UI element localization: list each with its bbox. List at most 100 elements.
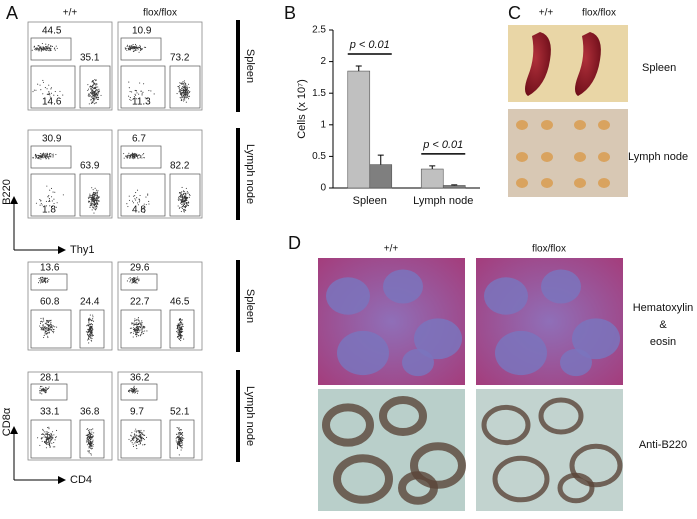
flow-dot [133, 280, 135, 282]
flow-dot [43, 320, 45, 322]
flow-dot [96, 191, 99, 193]
flow-dot [135, 199, 137, 201]
flow-dot [181, 433, 183, 435]
flow-dot [177, 198, 179, 200]
flow-dot [48, 44, 50, 46]
flow-dot [49, 96, 51, 98]
flow-dot [47, 426, 49, 429]
flow-dot [132, 281, 135, 283]
flow-dot [90, 334, 92, 336]
flow-dot [153, 93, 155, 95]
flow-dot [45, 435, 47, 437]
flow-dot [178, 336, 180, 338]
flow-dot [132, 392, 134, 394]
panel-label: C [508, 3, 521, 23]
flow-dot [46, 93, 48, 95]
flow-dot [48, 332, 50, 334]
flow-dot [42, 46, 44, 48]
flow-dot [89, 327, 91, 330]
flow-dot [96, 98, 98, 100]
b220-follicle [379, 396, 427, 436]
flow-dot [96, 201, 98, 203]
flow-dot [87, 95, 89, 97]
flow-dot [178, 90, 181, 92]
flow-dot [94, 208, 96, 210]
gate-value: 24.4 [80, 297, 100, 308]
flow-dot [186, 88, 188, 90]
flow-dot [89, 438, 91, 440]
flow-dot [95, 93, 97, 95]
flow-dot [89, 331, 91, 333]
flow-dot [40, 280, 42, 282]
flow-dot [100, 94, 102, 96]
lymph-node [516, 178, 528, 188]
flow-dot [134, 279, 136, 281]
flow-dot [35, 202, 37, 204]
flow-dot [132, 437, 134, 439]
gate [30, 273, 68, 291]
flow-dot [181, 89, 183, 91]
flow-dot [31, 49, 33, 51]
flow-dot [45, 447, 47, 449]
flow-dot [183, 191, 185, 193]
flow-dot [186, 204, 188, 206]
spleen [575, 32, 601, 96]
flow-dot [143, 444, 145, 446]
flow-dot [139, 442, 141, 444]
gate [79, 65, 111, 109]
flow-dot [189, 194, 191, 196]
gate-value: 52.1 [170, 407, 190, 418]
flow-dot [128, 81, 130, 83]
flow-dot [132, 390, 134, 392]
flow-dot [92, 189, 94, 191]
flow-dot [97, 96, 99, 98]
flow-dot [48, 93, 50, 95]
flow-dot [50, 324, 52, 326]
flow-dot [33, 45, 36, 47]
flow-dot [43, 277, 45, 279]
flow-dot [144, 330, 146, 332]
flow-dot [91, 209, 93, 211]
flow-dot [94, 192, 96, 194]
flow-dot [47, 49, 49, 51]
he-follicle [383, 269, 423, 304]
flow-dot [131, 200, 134, 202]
flow-dot [177, 324, 179, 326]
flow-dot [178, 441, 180, 443]
y-axis-label: B220 [1, 179, 13, 205]
flow-dot [37, 83, 39, 85]
flow-dot [134, 323, 136, 325]
flow-dot [185, 199, 187, 201]
gate-value: 29.6 [130, 263, 150, 274]
flow-dot [52, 155, 54, 157]
flow-dot [44, 441, 46, 443]
flow-dot [124, 47, 126, 49]
flow-dot [45, 155, 47, 157]
flow-dot [178, 197, 180, 199]
flow-dot [44, 392, 46, 394]
flow-dot [88, 445, 90, 448]
flow-dot [48, 198, 50, 200]
flow-dot [182, 439, 184, 441]
flow-dot [48, 199, 51, 201]
flow-dot [140, 432, 142, 434]
flow-dot [39, 277, 42, 279]
flow-dot [47, 45, 49, 47]
flow-dot [139, 157, 141, 159]
flow-dot [39, 46, 41, 48]
flow-dot [42, 324, 45, 326]
flow-dot [125, 156, 128, 158]
flow-dot [53, 330, 55, 333]
tissue-label: Spleen [244, 49, 256, 83]
flow-dot [41, 328, 43, 330]
flow-dot [48, 433, 50, 436]
flow-dot [139, 200, 141, 202]
he-follicle [495, 330, 547, 376]
flow-dot [46, 281, 48, 283]
flow-dot [48, 84, 50, 86]
flow-dot [137, 435, 139, 437]
lymph-nodes [516, 120, 610, 188]
flow-dot [137, 278, 139, 280]
gate [30, 309, 72, 349]
flow-dot [95, 198, 97, 200]
